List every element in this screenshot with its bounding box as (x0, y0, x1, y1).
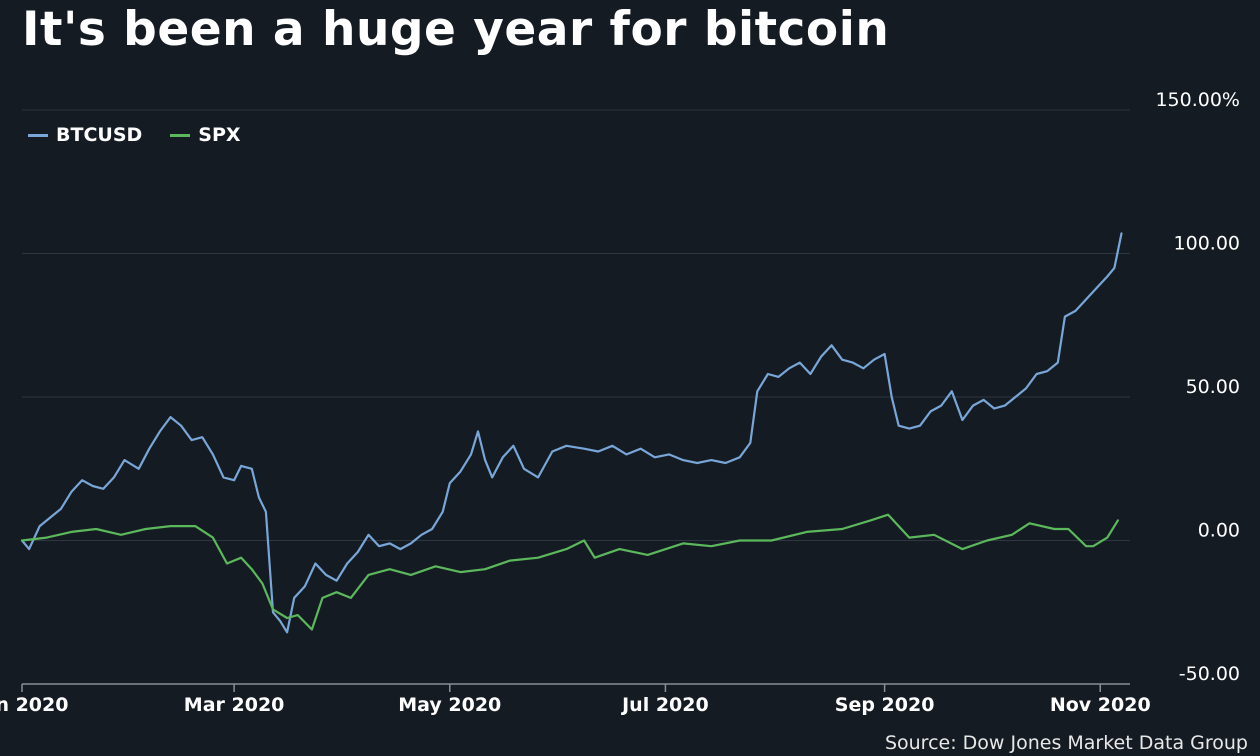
x-tick-label: Sep 2020 (835, 694, 935, 716)
legend-item-btcusd[interactable]: BTCUSD (28, 124, 142, 146)
x-tick-label: Jul 2020 (620, 694, 709, 716)
source-note: Source: Dow Jones Market Data Group (884, 732, 1248, 754)
series-line-btcusd (20, 232, 1123, 634)
legend-swatch-spx (170, 133, 191, 137)
y-tick-label: 0.00 (1198, 520, 1240, 542)
legend: BTCUSD SPX (28, 124, 241, 146)
legend-label-btcusd: BTCUSD (56, 124, 143, 146)
legend-label-spx: SPX (198, 124, 241, 146)
y-axis: 150.00% 100.00 50.00 0.00 -50.00 (1155, 89, 1240, 685)
x-axis: Jan 2020 Mar 2020 May 2020 Jul 2020 Sep 2020… (0, 684, 1151, 716)
x-tick-label: Mar 2020 (184, 694, 285, 716)
gridlines (22, 109, 1130, 685)
legend-swatch-btcusd (28, 133, 48, 137)
y-tick-label: 50.00 (1186, 376, 1240, 398)
x-tick-label: Jan 2020 (0, 694, 68, 716)
y-tick-label: 150.00% (1155, 89, 1240, 111)
chart-title: It's been a huge year for bitcoin (22, 2, 890, 57)
x-tick-label: May 2020 (398, 694, 501, 716)
legend-item-spx[interactable]: SPX (170, 124, 241, 146)
x-tick-label: Nov 2020 (1050, 694, 1151, 716)
series-lines (20, 232, 1123, 634)
y-tick-label: 100.00 (1174, 233, 1240, 255)
y-tick-label: -50.00 (1179, 663, 1240, 685)
series-line-spx (20, 513, 1120, 631)
